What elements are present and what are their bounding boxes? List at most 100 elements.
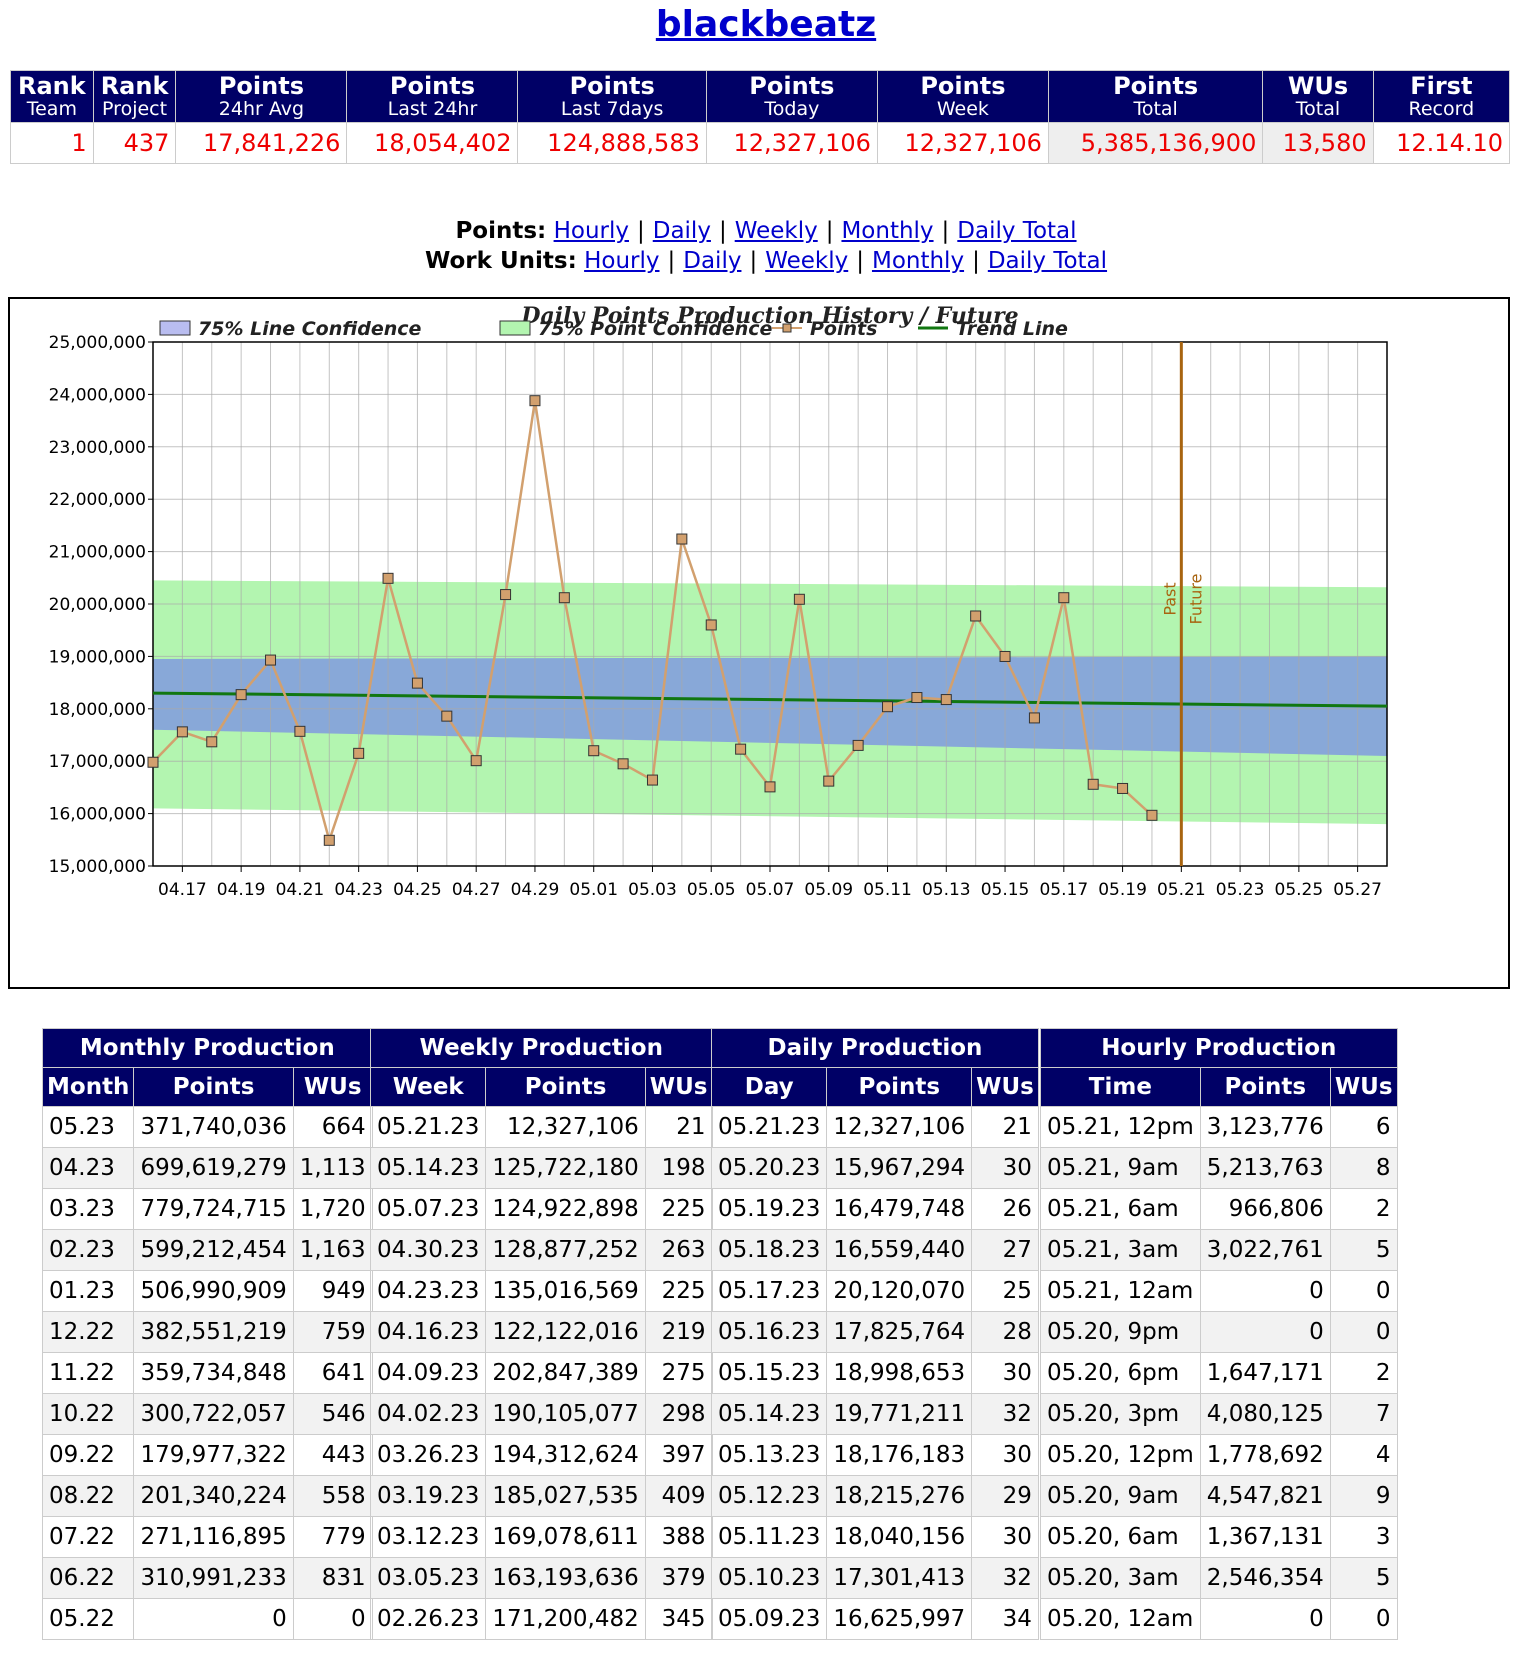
points-nav-link-daily-total[interactable]: Daily Total [957,218,1077,244]
table-row: 05.17.23 20,120,070 25 [710,1270,1039,1312]
table-row: 05.20, 9pm 0 0 [1040,1311,1398,1353]
points-marker [1146,809,1158,821]
table-row: 03.19.23 185,027,535 409 [369,1475,713,1517]
table-row: 04.30.23 128,877,252 263 [369,1229,713,1271]
nav-separator: | [856,248,864,274]
table-cell: 11.22 [41,1352,135,1394]
summary-header-cell: Rank Project [92,70,177,123]
table-cell: 32 [971,1557,1039,1599]
table-cell: 04.09.23 [369,1352,487,1394]
points-marker [441,710,453,722]
table-cell: 05.21.23 [710,1106,828,1148]
y-tick-label: 25,000,000 [49,333,146,353]
table-cell: 16,559,440 [826,1229,973,1271]
table-cell: 9 [1329,1475,1398,1517]
work-units-nav-link-hourly[interactable]: Hourly [584,248,660,274]
table-cell: 2 [1329,1188,1398,1230]
summary-header-main: Rank [17,72,86,100]
summary-header-main: Points [218,72,304,100]
table-cell: 26 [971,1188,1039,1230]
x-tick-label: 04.19 [217,880,266,900]
work-units-nav-link-weekly[interactable]: Weekly [765,248,849,274]
table-cell: 310,991,233 [133,1557,294,1599]
table-row: 05.20, 6pm 1,647,171 2 [1040,1352,1398,1394]
table-cell: 4,547,821 [1199,1475,1331,1517]
table-row: 05.20.23 15,967,294 30 [710,1147,1039,1189]
x-tick-label: 05.21 [1157,880,1206,900]
table-cell: 02.23 [41,1229,135,1271]
summary-header-cell: Rank Team [10,70,94,123]
table-cell: 3 [1329,1516,1398,1558]
table-cell: 128,877,252 [485,1229,646,1271]
legend-label: 75% Point Confidence [538,318,773,340]
points-marker [323,834,335,846]
points-marker [764,781,776,793]
x-tick-label: 04.29 [511,880,560,900]
table-cell: 409 [644,1475,713,1517]
work-units-nav-link-monthly[interactable]: Monthly [871,248,965,274]
table-cell: 29 [971,1475,1039,1517]
y-tick-label: 24,000,000 [49,385,146,405]
summary-value-cell: 12,327,106 [705,122,878,164]
column-header: WUs [644,1067,713,1107]
table-title-row: Daily Production [711,1028,1039,1068]
table-header-row: Day Points WUs [710,1067,1039,1107]
table-cell: 506,990,909 [133,1270,294,1312]
column-header: Month [41,1067,135,1107]
points-nav: Points: Hourly | Daily | Weekly | Monthly | Dail… [0,218,1532,244]
table-header-row: Week Points WUs [369,1067,713,1107]
table-cell: 12.22 [41,1311,135,1353]
table-cell: 443 [292,1434,373,1476]
page-title: blackbeatz [0,4,1532,45]
past-label: Past [1160,582,1179,615]
table-cell: 3,123,776 [1199,1106,1331,1148]
points-marker [411,677,423,689]
y-tick-label: 19,000,000 [49,647,146,667]
table-cell: 05.20, 12am [1040,1598,1201,1640]
points-marker [1028,712,1040,724]
points-marker [793,593,805,605]
summary-header-main: WUs [1287,72,1349,100]
work-units-nav-link-daily[interactable]: Daily [683,248,742,274]
weekly-production-table: Weekly Production Week Points WUs 05.21.23 12… [369,1028,713,1640]
table-row: 04.02.23 190,105,077 298 [369,1393,713,1435]
table-cell: 124,922,898 [485,1188,646,1230]
nav-separator: | [941,218,950,244]
table-row: 05.11.23 18,040,156 30 [710,1516,1039,1558]
table-cell: 0 [1329,1311,1398,1353]
table-cell: 18,998,653 [826,1352,973,1394]
table-cell: 30 [971,1352,1039,1394]
table-cell: 388 [644,1516,713,1558]
table-cell: 359,734,848 [133,1352,294,1394]
table-cell: 04.02.23 [369,1393,487,1435]
x-tick-label: 05.09 [804,880,853,900]
summary-table: Rank Team Rank Project Points 24hr Avg Points L… [10,70,1511,164]
table-cell: 225 [644,1270,713,1312]
table-cell: 0 [292,1598,373,1640]
summary-value-cell: 12.14.10 [1372,122,1511,164]
x-tick-label: 05.13 [922,880,971,900]
table-cell: 198 [644,1147,713,1189]
column-header: Day [710,1067,828,1107]
table-row: 05.23 371,740,036 664 [41,1106,373,1148]
table-cell: 05.21.23 [369,1106,487,1148]
column-header: WUs [292,1067,373,1107]
points-marker [1087,778,1099,790]
y-tick-label: 18,000,000 [49,700,146,720]
table-cell: 225 [644,1188,713,1230]
table-cell: 194,312,624 [485,1434,646,1476]
points-nav-link-weekly[interactable]: Weekly [734,218,818,244]
points-marker [676,533,688,545]
legend-swatch-line-confidence [159,320,191,336]
points-nav-link-hourly[interactable]: Hourly [553,218,629,244]
summary-header-cell: Points Last 7days [517,70,707,123]
points-nav-link-monthly[interactable]: Monthly [841,218,934,244]
future-label: Future [1186,574,1205,625]
x-tick-label: 04.25 [393,880,442,900]
points-nav-link-daily[interactable]: Daily [652,218,711,244]
chart-title: Daily Points Production History / Future [520,303,1018,329]
table-cell: 125,722,180 [485,1147,646,1189]
user-name-link[interactable]: blackbeatz [655,4,877,45]
work-units-nav-link-daily-total[interactable]: Daily Total [987,248,1108,274]
table-cell: 05.19.23 [710,1188,828,1230]
